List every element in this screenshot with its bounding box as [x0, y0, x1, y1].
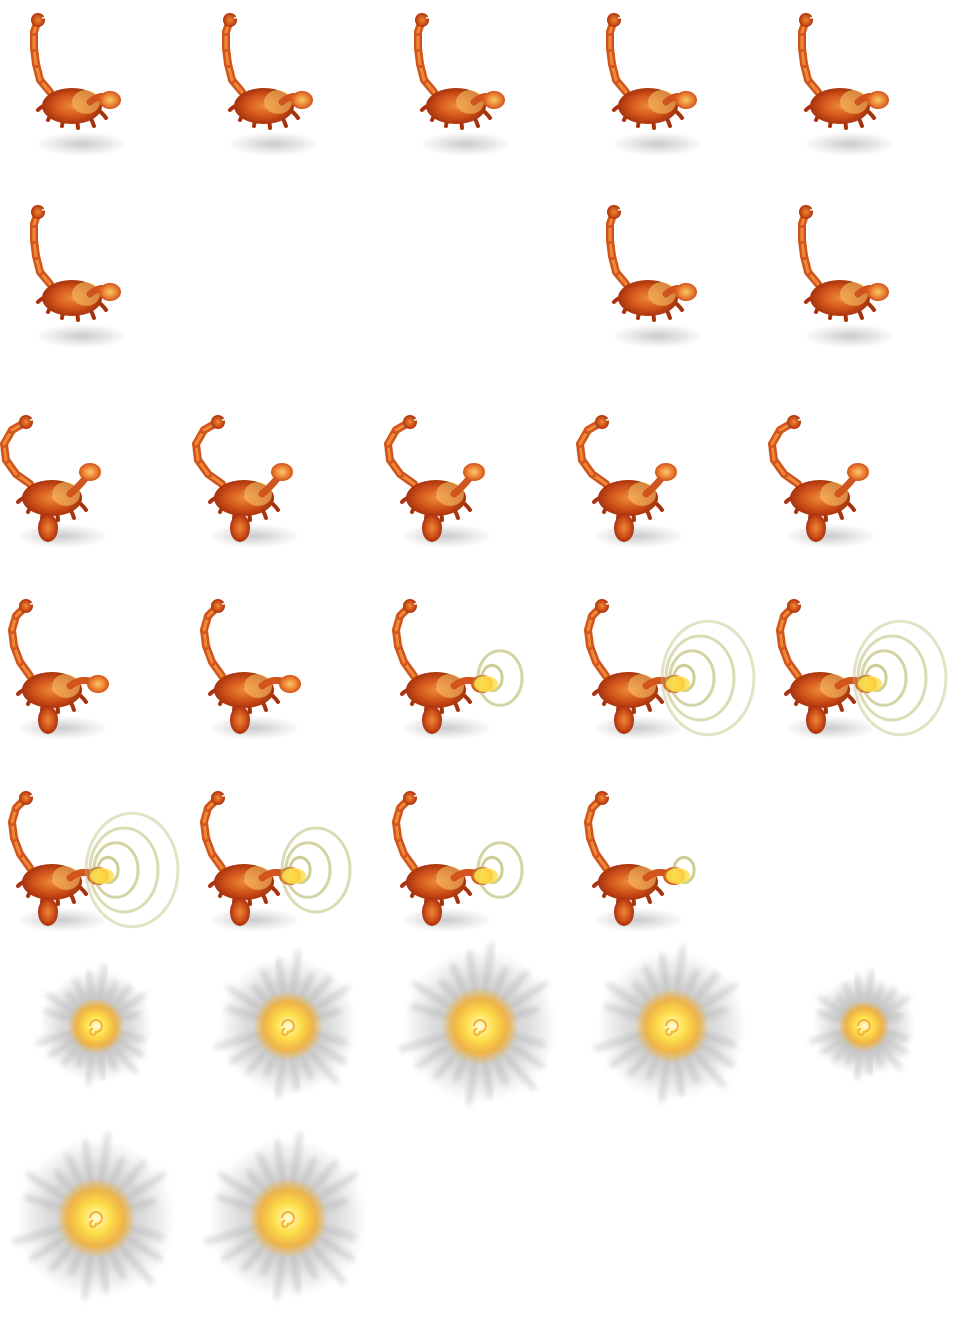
sprite-frame [768, 384, 960, 576]
sprite-frame [576, 768, 768, 960]
explosion-sprite [204, 1131, 368, 1301]
sprite-frame [576, 384, 768, 576]
sprite-frame [0, 192, 192, 384]
sprite-frame [0, 1131, 192, 1344]
sprite-frame [576, 576, 768, 768]
scorpion-raise-sprite [0, 415, 108, 548]
sprite-frame [0, 768, 192, 960]
scorpion-attack-sprite [776, 599, 948, 740]
scorpion-attack-sprite [8, 599, 109, 740]
scorpion-idle-sprite [798, 13, 896, 156]
explosion-sprite [809, 969, 916, 1080]
scorpion-raise-sprite [576, 415, 684, 548]
sprite-frame [768, 0, 960, 192]
sprite-frame [384, 768, 576, 960]
sprite-frame [576, 0, 768, 192]
sprite-frame [192, 950, 384, 1152]
sprite-frame [192, 1131, 384, 1344]
sprite-frame [768, 576, 960, 768]
sprite-frame [192, 768, 384, 960]
sprite-frame [576, 945, 768, 1152]
sprite-frame [0, 960, 192, 1152]
scorpion-walk-sprite [606, 205, 704, 348]
scorpion-idle-sprite [414, 13, 512, 156]
scorpion-attack-sprite [584, 599, 756, 740]
sprite-frame [192, 576, 384, 768]
scorpion-idle-sprite [30, 205, 128, 348]
explosion-sprite [399, 942, 558, 1106]
scorpion-attack-sprite [392, 791, 524, 932]
scorpion-raise-sprite [384, 415, 492, 548]
sprite-frame [384, 576, 576, 768]
sprite-frame [384, 0, 576, 192]
sprite-frame [384, 384, 576, 576]
explosion-sprite [12, 1131, 176, 1301]
explosion-sprite [593, 945, 747, 1104]
scorpion-raise-sprite [192, 415, 300, 548]
scorpion-attack-sprite [392, 599, 524, 740]
sprite-frame [192, 0, 384, 192]
scorpion-idle-sprite [222, 13, 320, 156]
scorpion-attack-sprite [200, 791, 352, 932]
sprite-frame [0, 384, 192, 576]
sprite-frame [192, 384, 384, 576]
scorpion-raise-sprite [768, 415, 876, 548]
explosion-sprite [214, 950, 358, 1098]
scorpion-idle-sprite [30, 13, 128, 156]
sprite-frame [768, 960, 960, 1152]
scorpion-attack-sprite [8, 791, 180, 932]
explosion-sprite [35, 964, 153, 1086]
sprite-frame [0, 576, 192, 768]
scorpion-attack-sprite [584, 791, 696, 932]
scorpion-idle-sprite [606, 13, 704, 156]
sprite-frame [576, 192, 768, 384]
sprite-frame [0, 0, 192, 192]
sprite-frame [384, 942, 576, 1152]
scorpion-walk-sprite [798, 205, 896, 348]
sprite-frame [768, 192, 960, 384]
scorpion-attack-sprite [200, 599, 301, 740]
